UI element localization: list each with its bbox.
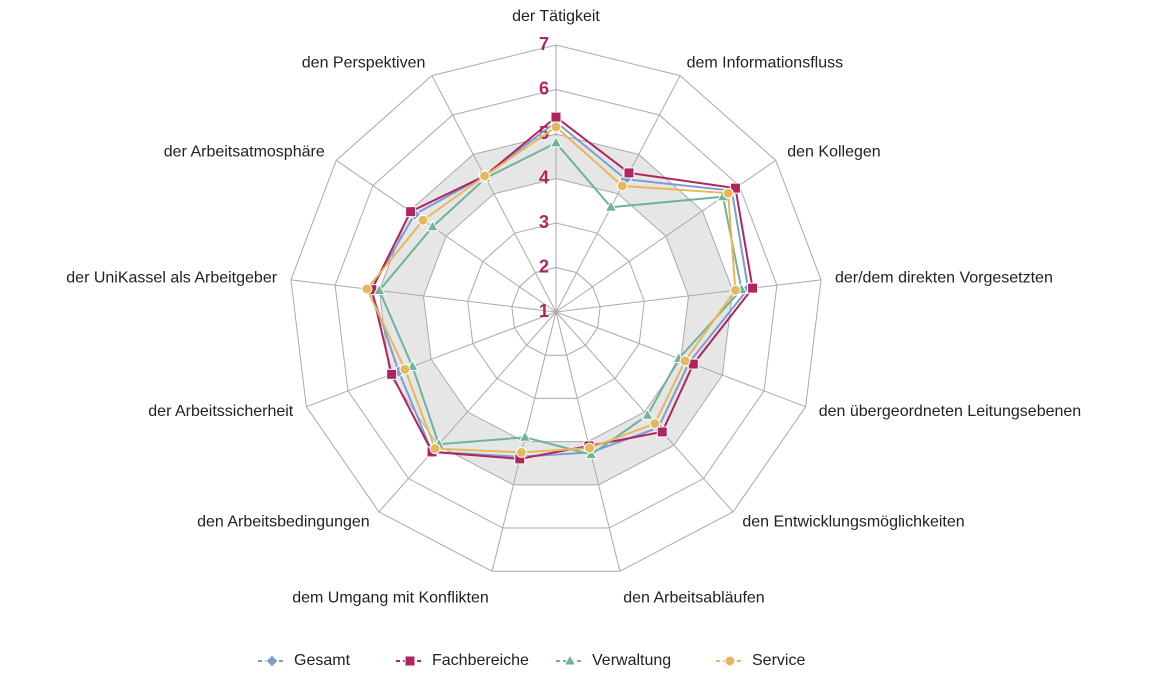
marker: [641, 408, 654, 420]
category-label: der Tätigkeit: [512, 8, 600, 25]
marker: [616, 180, 628, 192]
category-label: der UniKassel als Arbeitgeber: [66, 269, 277, 286]
category-label: der/dem direkten Vorgesetzten: [835, 269, 1053, 286]
marker: [405, 206, 417, 218]
spoke: [290, 279, 557, 313]
marker: [656, 426, 668, 438]
marker: [399, 363, 411, 375]
spoke: [306, 311, 557, 408]
marker: [747, 282, 759, 294]
marker: [515, 446, 527, 458]
tick-label: 7: [539, 34, 549, 54]
tick-label: 1: [539, 301, 549, 321]
category-label: den Arbeitsbedingungen: [197, 514, 370, 531]
spoke: [555, 279, 822, 313]
grid-ring: [334, 88, 778, 529]
marker: [386, 368, 398, 380]
category-label: den Kollegen: [787, 144, 880, 161]
category-label: den Arbeitsabläufen: [623, 590, 764, 607]
spoke: [431, 75, 557, 313]
marker: [549, 135, 563, 148]
category-label: den Perspektiven: [302, 54, 426, 71]
tick-label: 5: [539, 123, 549, 143]
marker: [649, 418, 661, 430]
marker: [479, 170, 491, 182]
marker: [729, 182, 741, 194]
marker: [550, 121, 562, 133]
marker: [604, 200, 618, 212]
spoke: [555, 311, 734, 513]
marker: [518, 430, 532, 442]
marker: [265, 654, 279, 668]
tick-label: 4: [539, 167, 549, 187]
marker: [429, 443, 441, 455]
marker: [584, 442, 596, 454]
grid-ring: [511, 266, 601, 356]
marker: [372, 283, 386, 296]
marker: [584, 447, 598, 460]
category-label: der Arbeitssicherheit: [148, 403, 294, 420]
series-line: [369, 120, 750, 458]
grid-ring: [422, 177, 690, 443]
category-label: den übergeordneten Leitungsebenen: [819, 403, 1081, 420]
marker: [729, 284, 741, 296]
marker: [404, 655, 416, 667]
marker: [563, 653, 577, 666]
grid-ring: [467, 222, 645, 399]
marker: [724, 655, 736, 667]
category-label: der Arbeitsatmosphäre: [164, 144, 325, 161]
legend-label: Verwaltung: [592, 652, 671, 669]
marker: [426, 219, 439, 232]
marker: [417, 214, 429, 226]
legend-label: Service: [752, 652, 805, 669]
marker: [623, 167, 635, 179]
category-label: den Entwicklungsmöglichkeiten: [742, 514, 964, 531]
marker: [361, 283, 373, 295]
legend-label: Fachbereiche: [432, 652, 529, 669]
grid-ring: [290, 44, 822, 572]
category-label: dem Informationsfluss: [687, 54, 844, 71]
tick-label: 3: [539, 212, 549, 232]
spoke: [378, 311, 557, 513]
marker: [679, 355, 691, 367]
marker: [722, 187, 734, 199]
spoke: [555, 75, 681, 313]
category-label: dem Umgang mit Konflikten: [292, 590, 489, 607]
series-line: [370, 115, 754, 460]
series-line: [365, 125, 737, 454]
spoke: [335, 159, 557, 313]
series-line: [378, 141, 743, 456]
legend-label: Gesamt: [294, 652, 351, 669]
marker: [550, 111, 562, 123]
tick-label: 6: [539, 78, 549, 98]
tick-label: 2: [539, 256, 549, 276]
